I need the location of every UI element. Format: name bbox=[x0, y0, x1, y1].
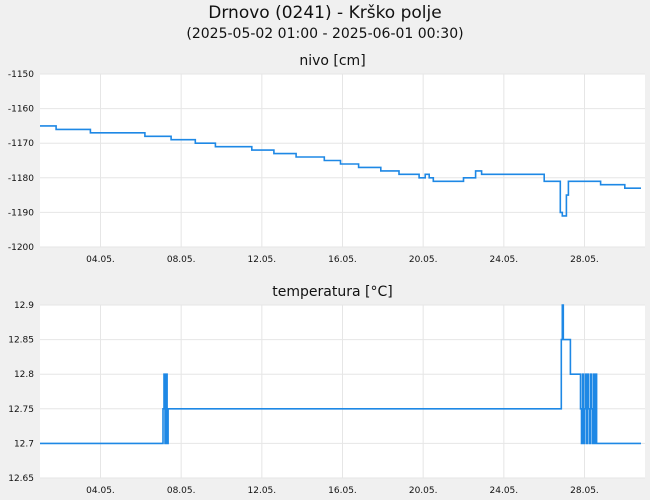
x-tick-label: 24.05. bbox=[490, 255, 519, 265]
y-tick-label: -1190 bbox=[8, 208, 34, 218]
x-tick-label: 12.05. bbox=[248, 255, 277, 265]
y-tick-label: -1160 bbox=[8, 105, 34, 115]
series-line bbox=[40, 304, 641, 445]
x-tick-label: 20.05. bbox=[409, 486, 438, 496]
x-tick-label: 24.05. bbox=[490, 486, 519, 496]
x-tick-label: 04.05. bbox=[86, 486, 115, 496]
y-tick-label: -1170 bbox=[8, 139, 34, 149]
page-title: Drnovo (0241) - Krško polje bbox=[208, 3, 442, 23]
x-tick-label: 08.05. bbox=[167, 255, 196, 265]
x-tick-label: 28.05. bbox=[570, 255, 599, 265]
y-tick-label: -1200 bbox=[8, 243, 34, 253]
y-tick-label: 12.85 bbox=[8, 336, 34, 346]
series-line bbox=[40, 125, 641, 217]
page-subtitle: (2025-05-02 01:00 - 2025-06-01 00:30) bbox=[186, 26, 464, 42]
x-tick-label: 16.05. bbox=[328, 486, 357, 496]
y-tick-label: -1150 bbox=[8, 70, 34, 80]
x-tick-label: 04.05. bbox=[86, 255, 115, 265]
y-tick-label: 12.9 bbox=[14, 301, 34, 311]
x-tick-label: 28.05. bbox=[570, 486, 599, 496]
x-tick-label: 20.05. bbox=[409, 255, 438, 265]
chart-title: nivo [cm] bbox=[299, 53, 365, 69]
y-tick-label: 12.65 bbox=[8, 474, 34, 484]
chart-title: temperatura [°C] bbox=[272, 284, 392, 300]
x-tick-label: 12.05. bbox=[248, 486, 277, 496]
x-tick-label: 16.05. bbox=[328, 255, 357, 265]
x-tick-label: 08.05. bbox=[167, 486, 196, 496]
y-tick-label: 12.7 bbox=[14, 439, 34, 449]
y-tick-label: -1180 bbox=[8, 174, 34, 184]
y-tick-label: 12.8 bbox=[14, 370, 34, 380]
y-tick-label: 12.75 bbox=[8, 405, 34, 415]
